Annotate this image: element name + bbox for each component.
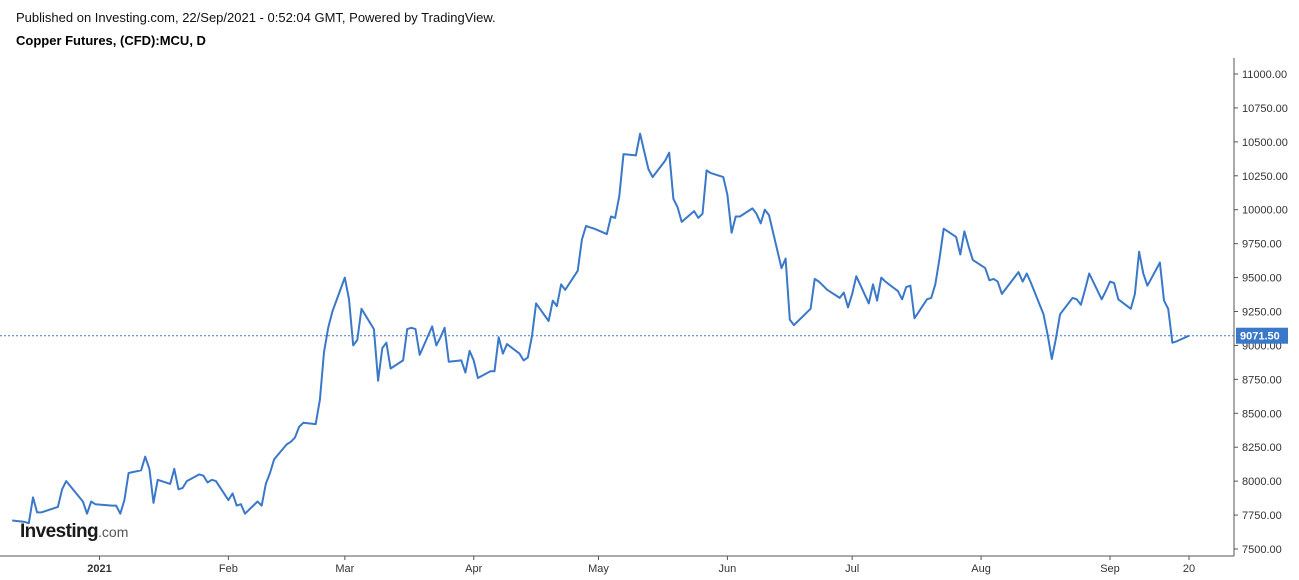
x-tick-label: Mar bbox=[335, 563, 354, 575]
y-tick-label: 7500.00 bbox=[1242, 544, 1282, 556]
y-tick-label: 10250.00 bbox=[1242, 171, 1288, 183]
x-tick-label: Feb bbox=[219, 563, 238, 575]
published-info: Published on Investing.com, 22/Sep/2021 … bbox=[16, 10, 496, 25]
last-price-badge: 9071.50 bbox=[1236, 327, 1288, 344]
y-tick-label: 8000.00 bbox=[1242, 476, 1282, 488]
x-tick-label: Sep bbox=[1100, 563, 1120, 575]
x-tick-label: Apr bbox=[465, 563, 482, 575]
price-series-line bbox=[12, 132, 1190, 525]
x-tick-label: 20 bbox=[1183, 563, 1195, 575]
axes bbox=[0, 58, 1235, 557]
x-tick-label: Jun bbox=[719, 563, 737, 575]
y-tick-label: 9500.00 bbox=[1242, 273, 1282, 285]
logo-brand: Investing bbox=[20, 521, 99, 542]
y-tick-label: 8250.00 bbox=[1242, 442, 1282, 454]
x-tick-label: Aug bbox=[971, 563, 991, 575]
y-tick-label: 11000.00 bbox=[1242, 69, 1287, 81]
y-axis-ticks: 7500.00 7750.00 8000.00 8250.00 8500.00 8750.… bbox=[1234, 69, 1288, 556]
x-tick-label: Jul bbox=[845, 563, 859, 575]
y-tick-label: 10750.00 bbox=[1242, 103, 1288, 115]
y-tick-label: 8500.00 bbox=[1242, 408, 1282, 420]
logo-domain: .com bbox=[98, 524, 129, 540]
last-price-badge-bg bbox=[1236, 327, 1288, 344]
y-tick-label: 8750.00 bbox=[1242, 374, 1282, 386]
y-tick-label: 9750.00 bbox=[1242, 239, 1282, 251]
y-tick-label: 9250.00 bbox=[1242, 307, 1282, 319]
y-tick-label: 10500.00 bbox=[1242, 137, 1288, 149]
x-tick-label: 2021 bbox=[87, 563, 111, 575]
y-tick-label: 7750.00 bbox=[1242, 510, 1282, 522]
x-tick-label: May bbox=[588, 563, 609, 575]
y-tick-label: 10000.00 bbox=[1242, 205, 1288, 217]
investing-logo: Investing.com bbox=[20, 522, 128, 541]
last-price-label: 9071.50 bbox=[1240, 331, 1280, 343]
x-axis-ticks: 2021 Feb Mar Apr May Jun Jul Aug Sep 20 bbox=[87, 556, 1195, 575]
chart-title: Copper Futures, (CFD):MCU, D bbox=[16, 33, 206, 48]
